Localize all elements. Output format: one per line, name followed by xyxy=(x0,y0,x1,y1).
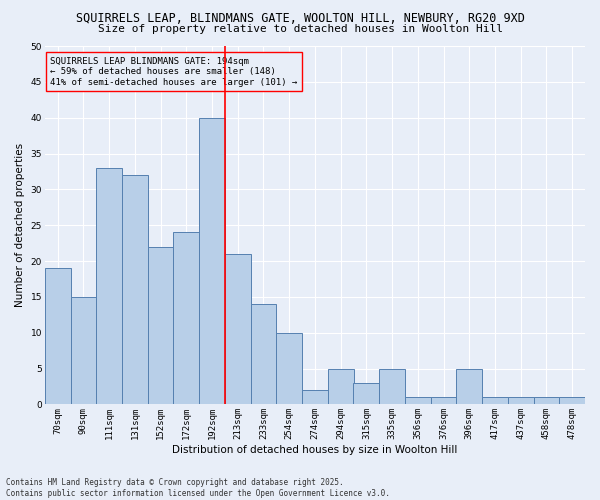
Bar xyxy=(482,397,508,404)
Bar xyxy=(45,268,71,404)
Bar xyxy=(148,246,173,404)
Bar xyxy=(122,175,148,404)
Bar xyxy=(379,368,405,404)
Bar xyxy=(508,397,533,404)
Bar xyxy=(71,297,96,405)
Bar xyxy=(173,232,199,404)
Bar xyxy=(225,254,251,404)
Bar xyxy=(431,397,457,404)
Bar xyxy=(96,168,122,404)
Y-axis label: Number of detached properties: Number of detached properties xyxy=(15,143,25,308)
Bar xyxy=(199,118,225,405)
Bar xyxy=(251,304,277,404)
Bar xyxy=(533,397,559,404)
Text: Contains HM Land Registry data © Crown copyright and database right 2025.
Contai: Contains HM Land Registry data © Crown c… xyxy=(6,478,390,498)
Bar xyxy=(277,332,302,404)
Bar xyxy=(328,368,353,404)
Text: Size of property relative to detached houses in Woolton Hill: Size of property relative to detached ho… xyxy=(97,24,503,34)
Bar xyxy=(559,397,585,404)
Bar xyxy=(457,368,482,404)
Text: SQUIRRELS LEAP BLINDMANS GATE: 194sqm
← 59% of detached houses are smaller (148): SQUIRRELS LEAP BLINDMANS GATE: 194sqm ← … xyxy=(50,57,298,86)
Bar xyxy=(302,390,328,404)
X-axis label: Distribution of detached houses by size in Woolton Hill: Distribution of detached houses by size … xyxy=(172,445,458,455)
Bar xyxy=(405,397,431,404)
Bar xyxy=(353,383,379,404)
Text: SQUIRRELS LEAP, BLINDMANS GATE, WOOLTON HILL, NEWBURY, RG20 9XD: SQUIRRELS LEAP, BLINDMANS GATE, WOOLTON … xyxy=(76,12,524,26)
